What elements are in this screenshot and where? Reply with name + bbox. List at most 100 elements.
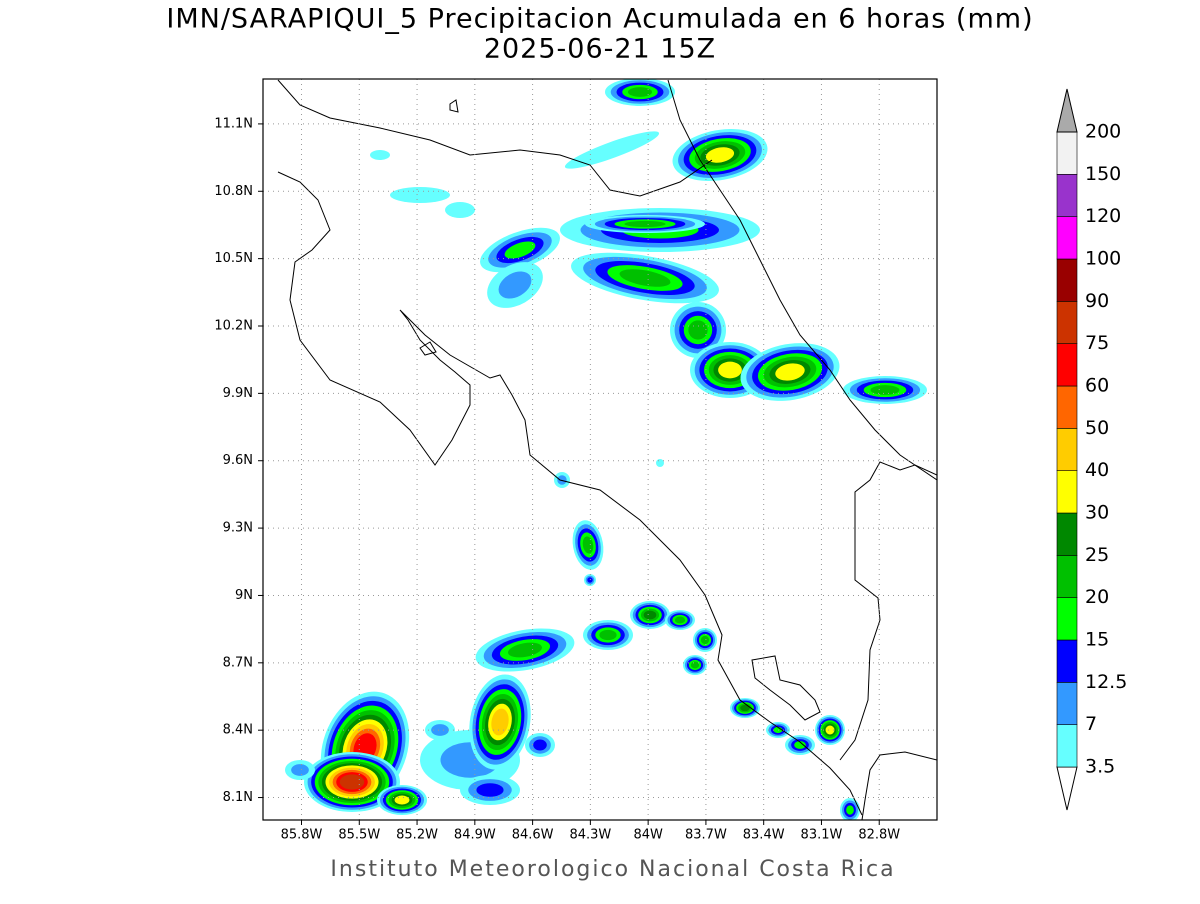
x-tick-label: 85.2W: [396, 828, 438, 843]
colorbar-label: 75: [1085, 332, 1109, 354]
rain-area: [656, 459, 664, 467]
rain-area: [643, 610, 657, 620]
colorbar-box: [1056, 512, 1078, 556]
colorbar-over: [1056, 88, 1078, 133]
x-tick-label: 82.8W: [858, 828, 900, 843]
rain-area: [491, 708, 509, 736]
rain-area: [700, 635, 710, 645]
colorbar-label: 200: [1085, 121, 1121, 143]
colorbar-box: [1056, 216, 1078, 260]
rain-area: [870, 385, 900, 395]
y-tick-label: 10.8N: [214, 184, 253, 199]
colorbar-box: [1056, 258, 1078, 302]
x-tick-label: 83.7W: [685, 828, 727, 843]
x-tick-label: 85.8W: [281, 828, 323, 843]
rain-area: [627, 87, 653, 97]
coastline: [861, 751, 937, 820]
coastline: [277, 79, 713, 197]
y-tick-label: 8.7N: [223, 655, 253, 670]
coastline: [277, 171, 863, 816]
coastline: [839, 461, 937, 761]
colorbar-label: 12.5: [1085, 671, 1127, 693]
x-tick-label: 84W: [633, 828, 663, 843]
colorbar-box: [1056, 682, 1078, 725]
colorbar-label: 15: [1085, 629, 1109, 651]
y-tick-label: 8.4N: [223, 723, 253, 738]
rain-area: [718, 361, 742, 379]
colorbar-box: [1056, 343, 1078, 387]
rain-area: [846, 805, 854, 815]
colorbar-box: [1056, 470, 1078, 514]
colorbar-label: 100: [1085, 248, 1121, 270]
colorbar-box: [1056, 724, 1078, 768]
y-tick-label: 11.1N: [214, 116, 253, 131]
colorbar-label: 3.5: [1085, 756, 1115, 778]
x-tick-label: 84.9W: [454, 828, 496, 843]
y-tick-label: 9N: [235, 588, 253, 603]
rain-area: [619, 269, 671, 287]
y-tick-label: 10.2N: [214, 319, 253, 334]
rain-area: [476, 783, 504, 797]
rain-field: [285, 79, 927, 820]
coastline: [667, 79, 937, 481]
rain-area: [390, 187, 450, 203]
rain-area: [624, 220, 666, 228]
colorbar-label: 30: [1085, 502, 1109, 524]
colorbar-label: 40: [1085, 459, 1109, 481]
coastline: [419, 99, 459, 356]
rain-area: [394, 795, 410, 805]
colorbar-box: [1056, 428, 1078, 471]
rain-area: [794, 741, 806, 749]
x-tick-label: 84.3W: [569, 828, 611, 843]
colorbar-label: 120: [1085, 205, 1121, 227]
colorbar-box: [1056, 555, 1078, 598]
grid: [263, 79, 937, 820]
y-tick-label: 8.1N: [223, 790, 253, 805]
y-tick-label: 9.3N: [223, 521, 253, 536]
rain-area: [740, 704, 750, 712]
colorbar-label: 7: [1085, 713, 1097, 735]
axes: 85.8W 85.5W 85.2W 84.9W 84.6W 84.3W 84W 83.7W 83…: [214, 116, 900, 842]
rain-area: [825, 725, 835, 735]
y-tick-label: 10.5N: [214, 251, 253, 266]
colorbar-box: [1056, 385, 1078, 429]
x-tick-label: 84.6W: [512, 828, 554, 843]
colorbar-label: 150: [1085, 163, 1121, 185]
rain-area: [599, 629, 617, 641]
plot-frame: [262, 78, 938, 821]
footer: Instituto Meteorologico Nacional Costa R…: [330, 857, 895, 882]
colorbar-label: 50: [1085, 417, 1109, 439]
rain-area: [498, 271, 532, 299]
colorbar-label: 20: [1085, 586, 1109, 608]
colorbar-label: 60: [1085, 375, 1109, 397]
x-tick-label: 85.5W: [338, 828, 380, 843]
rain-area: [504, 241, 536, 259]
colorbar-box: [1056, 131, 1078, 175]
rain-area: [775, 363, 805, 381]
rain-area: [339, 774, 365, 790]
colorbar-label: 90: [1085, 290, 1109, 312]
colorbar-box: [1056, 174, 1078, 217]
rain-area: [564, 131, 660, 169]
y-tick-label: 9.9N: [223, 386, 253, 401]
rain-area: [674, 616, 686, 624]
x-tick-label: 83.4W: [743, 828, 785, 843]
x-tick-label: 83.1W: [801, 828, 843, 843]
rain-area: [508, 642, 542, 658]
colorbar-box: [1056, 597, 1078, 641]
coastlines: [277, 79, 937, 820]
colorbar-box: [1056, 301, 1078, 344]
rain-area: [690, 661, 700, 669]
colorbar-box: [1056, 639, 1078, 683]
rain-area: [431, 724, 449, 736]
title: IMN/SARAPIQUI_5 Precipitacion Acumulada …: [166, 4, 1033, 35]
rain-area: [291, 764, 309, 776]
colorbar: 3.5 7 12.5 15 20 25 30 40 50 60 75 90 100 120 150 200: [1056, 88, 1127, 811]
subtitle: 2025-06-21 15Z: [484, 34, 716, 65]
colorbar-label: 25: [1085, 544, 1109, 566]
colorbar-under: [1056, 766, 1078, 811]
rain-area: [370, 150, 390, 160]
coastline: [751, 655, 821, 721]
rain-area: [705, 147, 735, 163]
